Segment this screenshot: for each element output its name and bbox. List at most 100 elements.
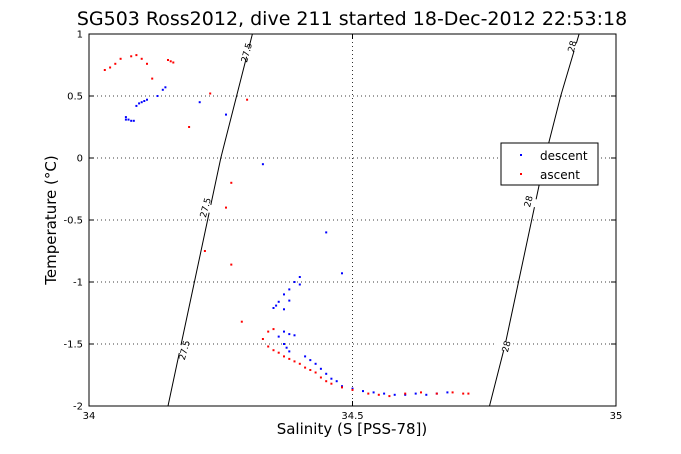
- descent-point: [298, 276, 301, 278]
- descent-point: [288, 333, 291, 336]
- descent-point: [304, 355, 307, 358]
- descent-point: [362, 390, 364, 393]
- descent-point: [446, 391, 449, 394]
- descent-point: [161, 88, 164, 91]
- ascent-point: [462, 392, 465, 395]
- contour-label: 28: [567, 40, 580, 54]
- ascent-point: [272, 349, 275, 352]
- descent-point: [283, 330, 285, 333]
- descent-point: [335, 380, 338, 383]
- ascent-point: [114, 62, 117, 65]
- descent-point: [285, 346, 288, 349]
- descent-point: [140, 101, 143, 104]
- ascent-point: [298, 362, 301, 365]
- y-tick-label: -1: [73, 278, 83, 289]
- descent-point: [127, 118, 130, 121]
- ascent-point: [203, 250, 206, 252]
- descent-point: [138, 102, 141, 105]
- ascent-point: [169, 60, 172, 63]
- y-tick-label: 0: [77, 154, 83, 165]
- ascent-point: [135, 54, 138, 57]
- descent-point: [309, 359, 312, 362]
- contour-label-bg: [235, 46, 258, 60]
- ascent-point: [267, 330, 270, 333]
- density-contour-27.5: [167, 33, 253, 407]
- y-tick-label: 1: [77, 30, 83, 41]
- data-points: [103, 54, 470, 398]
- descent-point: [341, 272, 343, 275]
- ascent-point: [188, 126, 191, 128]
- x-tick-label: 34.5: [341, 411, 363, 422]
- descent-point: [341, 385, 343, 388]
- ascent-point: [140, 57, 143, 60]
- ascent-point: [420, 391, 422, 394]
- descent-point: [124, 116, 127, 119]
- descent-point: [288, 350, 291, 353]
- ascent-point: [119, 57, 122, 60]
- descent-point: [414, 392, 417, 395]
- descent-point: [272, 307, 275, 309]
- y-tick-label: -0.5: [63, 216, 83, 227]
- ascent-point: [130, 55, 133, 58]
- descent-point: [261, 163, 264, 166]
- ascent-point: [146, 62, 148, 65]
- ascent-point: [304, 366, 307, 369]
- ascent-point: [167, 59, 169, 61]
- ascent-point: [319, 376, 322, 379]
- ascent-point: [209, 92, 212, 95]
- descent-point: [283, 308, 285, 311]
- descent-point: [293, 281, 296, 283]
- descent-point: [288, 288, 291, 291]
- plot-area: [89, 34, 616, 406]
- descent-point: [283, 343, 285, 345]
- descent-point: [298, 283, 301, 286]
- ascent-point: [341, 386, 343, 389]
- ascent-point: [288, 357, 291, 360]
- ascent-point: [230, 181, 233, 184]
- descent-point: [277, 335, 280, 338]
- contour-label: 28: [523, 195, 536, 209]
- ascent-point: [230, 263, 233, 266]
- descent-point: [275, 304, 278, 307]
- ascent-point: [225, 206, 227, 209]
- descent-point: [143, 100, 146, 102]
- ascent-point: [151, 77, 154, 80]
- descent-point: [325, 372, 328, 375]
- ascent-point: [103, 69, 106, 71]
- x-axis-label: Salinity (S [PSS-78]): [277, 420, 428, 438]
- ascent-point: [351, 388, 354, 391]
- ascent-point: [451, 391, 454, 394]
- descent-point: [393, 393, 396, 396]
- ascent-point: [388, 395, 391, 398]
- descent-point: [283, 293, 285, 296]
- descent-point: [225, 113, 227, 116]
- y-tick-label: -2: [73, 402, 83, 413]
- legend-label-descent: descent: [540, 149, 588, 163]
- ascent-point: [435, 392, 438, 395]
- descent-point: [330, 377, 333, 380]
- y-tick-label: 0.5: [67, 92, 83, 103]
- ascent-point: [325, 380, 328, 383]
- ascent-point: [293, 360, 296, 363]
- ascent-point: [109, 66, 112, 69]
- axis-ticks: 34 34.5 35 -2 -1.5 -1 -0.5 0 0.5 1: [63, 30, 622, 423]
- descent-point: [135, 104, 138, 107]
- x-tick-label: 35: [610, 411, 623, 422]
- ascent-point: [272, 328, 275, 331]
- descent-point: [372, 391, 375, 394]
- legend-label-ascent: ascent: [540, 168, 580, 182]
- ascent-point: [172, 61, 175, 64]
- y-axis-label: Temperature (°C): [42, 155, 60, 285]
- descent-point: [425, 393, 428, 396]
- ascent-point: [240, 320, 243, 323]
- ascent-point: [261, 338, 264, 340]
- descent-point: [319, 367, 322, 370]
- y-tick-label: -1.5: [63, 340, 83, 351]
- descent-point: [277, 300, 280, 303]
- descent-point: [132, 119, 135, 122]
- contour-label: 27.5: [240, 42, 255, 64]
- contour-label: 27.5: [199, 197, 214, 219]
- descent-point: [130, 119, 133, 122]
- ascent-point: [277, 351, 280, 354]
- contour-label-bg: [495, 340, 518, 353]
